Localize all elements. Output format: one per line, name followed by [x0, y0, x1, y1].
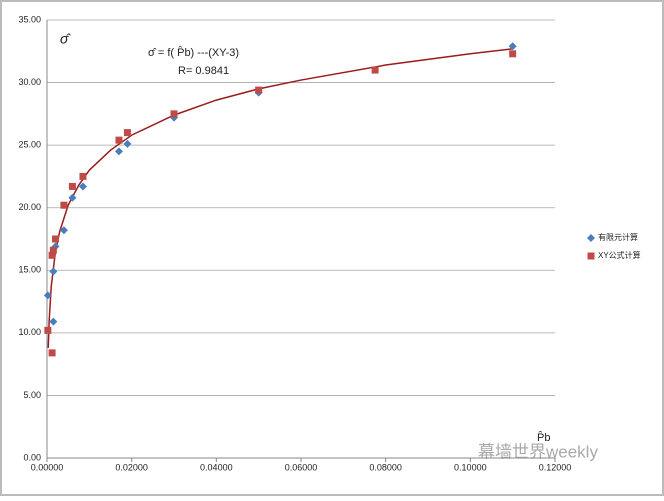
point	[79, 172, 87, 180]
point	[59, 226, 68, 235]
x-tick-label: 0.08000	[369, 462, 402, 472]
point	[44, 326, 52, 334]
fit-curve	[47, 48, 513, 348]
point	[51, 235, 59, 243]
formula: σ̂ = f( P̂b) ---(XY-3)	[148, 45, 239, 59]
point	[371, 66, 379, 74]
x-tick-label: 0.00000	[31, 462, 64, 472]
y-tick-label: 0.00	[23, 452, 41, 462]
legend-marker	[587, 252, 595, 260]
watermark: 幕墙世界weekly	[478, 442, 598, 461]
y-axis-label: σ̂	[60, 31, 71, 47]
point	[43, 291, 52, 300]
point	[48, 349, 56, 357]
point	[170, 110, 178, 118]
x-tick-label: 0.02000	[115, 462, 148, 472]
legend-label: 有限元计算	[598, 232, 638, 242]
point	[48, 251, 56, 259]
y-tick-label: 25.00	[18, 140, 41, 150]
legend-label: XY公式计算	[598, 250, 641, 260]
x-axis-label: P̂b	[537, 430, 550, 444]
y-tick-label: 5.00	[23, 390, 41, 400]
point	[49, 267, 58, 276]
y-tick-label: 20.00	[18, 202, 41, 212]
y-tick-label: 10.00	[18, 327, 41, 337]
point	[115, 136, 123, 144]
y-tick-label: 15.00	[18, 265, 41, 275]
point	[68, 193, 77, 202]
point	[123, 139, 132, 148]
y-tick-label: 35.00	[18, 14, 41, 24]
point	[509, 50, 517, 58]
point	[508, 42, 517, 51]
r-value: R= 0.9841	[178, 65, 229, 77]
point	[123, 129, 131, 137]
legend-marker	[587, 234, 595, 242]
point	[255, 86, 263, 94]
point	[49, 246, 57, 254]
y-tick-label: 30.00	[18, 77, 41, 87]
x-tick-label: 0.10000	[454, 462, 487, 472]
point	[49, 317, 58, 326]
x-tick-label: 0.12000	[539, 462, 572, 472]
point	[78, 182, 87, 191]
x-tick-label: 0.06000	[285, 462, 318, 472]
point	[114, 147, 123, 156]
point	[68, 182, 76, 190]
x-tick-label: 0.04000	[200, 462, 233, 472]
point	[60, 201, 68, 209]
